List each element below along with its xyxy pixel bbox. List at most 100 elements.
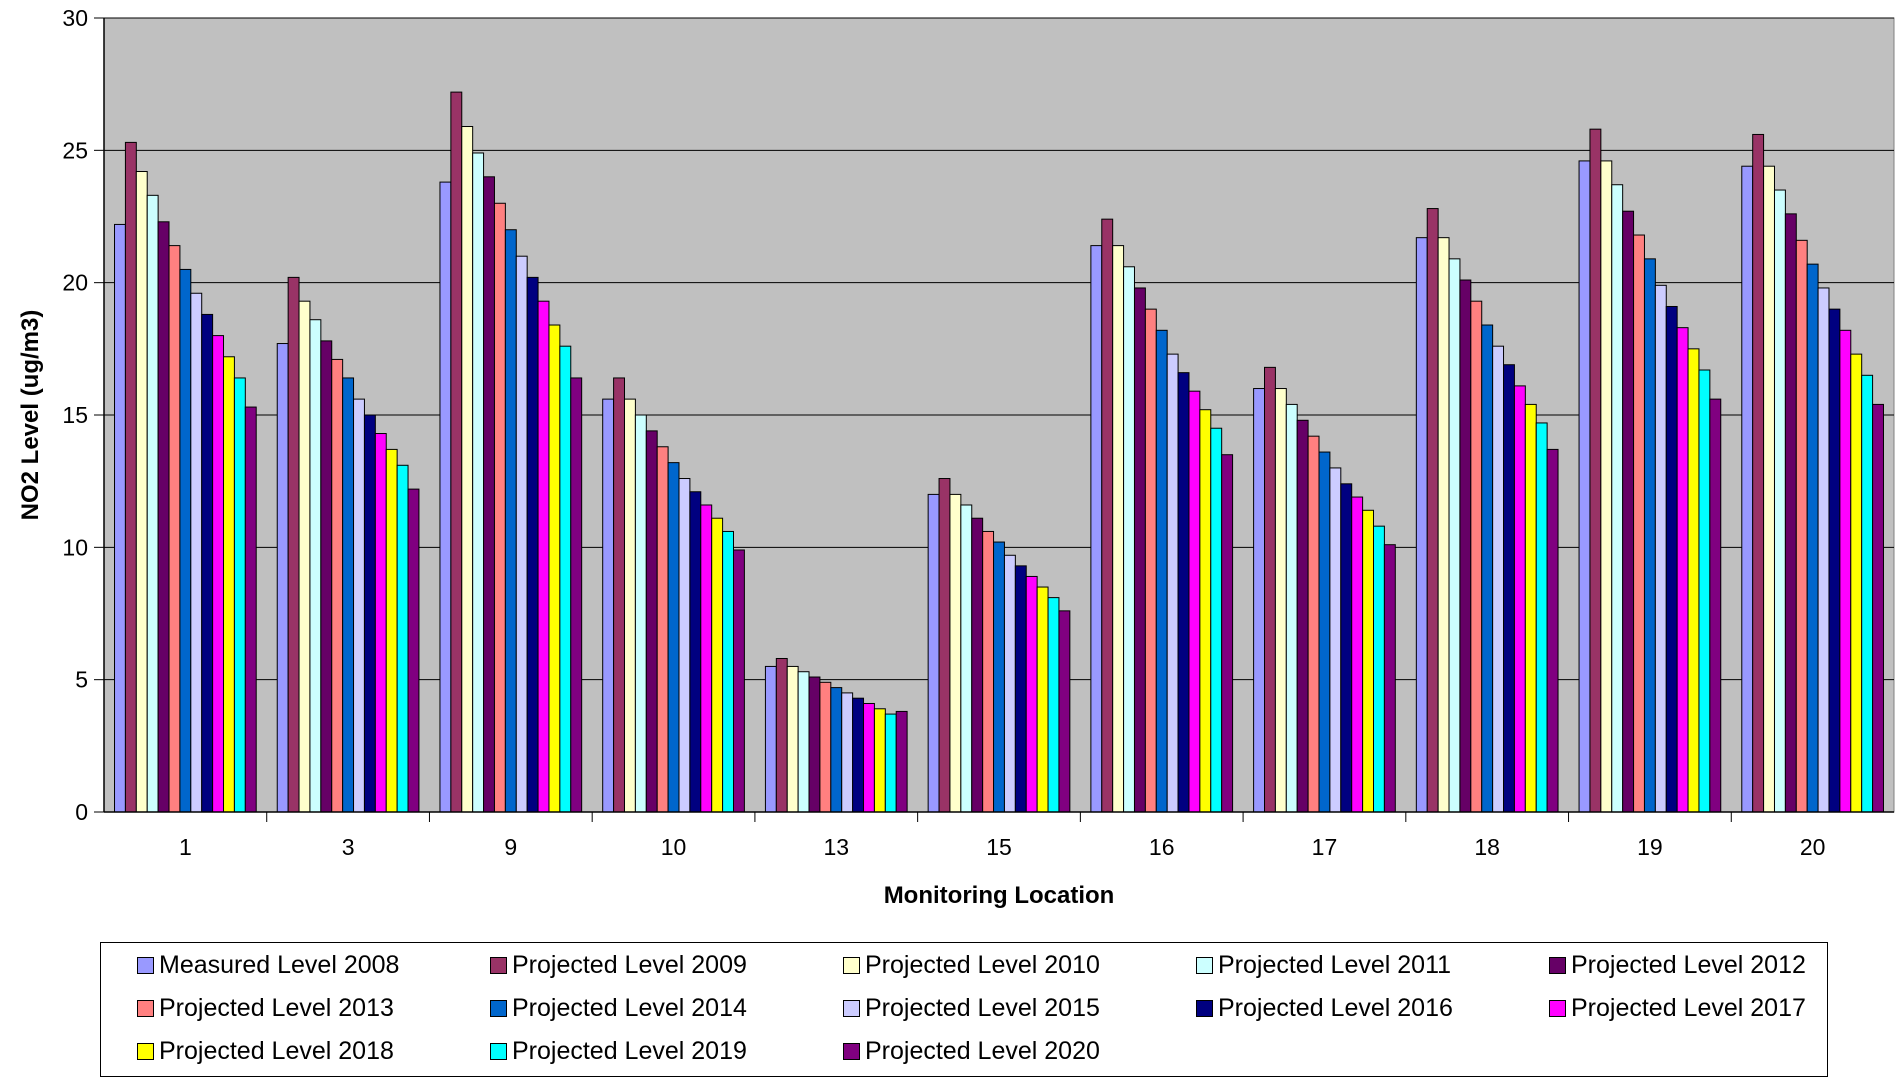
legend-label: Projected Level 2013 xyxy=(159,994,394,1022)
bar xyxy=(1166,353,1179,813)
legend-swatch xyxy=(1196,957,1213,974)
bar xyxy=(537,300,550,813)
bar xyxy=(678,478,691,813)
bar xyxy=(1437,237,1450,813)
bar xyxy=(146,194,159,813)
bar xyxy=(1795,239,1808,813)
bar xyxy=(1264,366,1276,813)
bar xyxy=(1014,565,1027,813)
bar xyxy=(1090,245,1103,813)
bar xyxy=(1199,409,1212,813)
legend-label: Projected Level 2009 xyxy=(512,951,747,979)
bar xyxy=(700,504,713,813)
legend-item: Projected Level 2016 xyxy=(1196,994,1453,1023)
x-tick-label: 17 xyxy=(1312,834,1338,860)
bar xyxy=(1709,398,1722,813)
bar xyxy=(1373,525,1385,813)
bar xyxy=(1524,403,1537,813)
bar xyxy=(1872,403,1884,813)
bar xyxy=(439,181,452,813)
legend-item: Projected Level 2013 xyxy=(137,994,394,1023)
bar xyxy=(1589,128,1602,813)
legend-label: Measured Level 2008 xyxy=(159,951,400,979)
legend-label: Projected Level 2014 xyxy=(512,994,747,1022)
legend-swatch xyxy=(137,1000,154,1017)
bar xyxy=(1850,353,1863,813)
bar xyxy=(775,657,788,813)
bar xyxy=(1221,454,1234,813)
bar xyxy=(1285,403,1298,813)
legend-item: Projected Level 2018 xyxy=(137,1037,394,1066)
x-tick-label: 3 xyxy=(342,834,355,860)
bar xyxy=(852,697,865,813)
bar xyxy=(331,358,344,813)
bar xyxy=(1773,189,1786,813)
bar xyxy=(526,276,539,813)
bar xyxy=(1654,284,1667,813)
bar xyxy=(223,356,235,813)
bar xyxy=(244,406,257,813)
bar xyxy=(1861,374,1874,813)
legend-item: Projected Level 2012 xyxy=(1549,951,1806,980)
legend-swatch xyxy=(843,957,860,974)
y-tick-label: 5 xyxy=(75,667,88,693)
legend-swatch xyxy=(490,1043,507,1060)
legend-swatch xyxy=(137,957,154,974)
bar xyxy=(1274,388,1287,813)
bar xyxy=(515,255,528,813)
bar xyxy=(949,493,962,813)
bar xyxy=(1448,258,1461,813)
bar xyxy=(960,504,973,813)
bar xyxy=(1546,448,1559,813)
legend-label: Projected Level 2018 xyxy=(159,1037,394,1065)
bar xyxy=(1503,364,1515,813)
legend-item: Projected Level 2015 xyxy=(843,994,1100,1023)
x-tick-label: 20 xyxy=(1800,834,1826,860)
bar xyxy=(1133,287,1146,813)
x-tick-label: 10 xyxy=(661,834,687,860)
bar xyxy=(212,335,225,813)
bar xyxy=(1188,390,1201,813)
bar xyxy=(786,665,799,813)
bar xyxy=(1687,348,1700,813)
bar xyxy=(157,221,170,813)
bar xyxy=(407,488,420,813)
bar xyxy=(1698,369,1711,813)
legend-item: Projected Level 2017 xyxy=(1549,994,1806,1023)
bar xyxy=(190,292,203,813)
chart-legend: Measured Level 2008 Projected Level 2009 P… xyxy=(100,942,1828,1077)
x-tick-label: 13 xyxy=(823,834,849,860)
legend-item: Measured Level 2008 xyxy=(137,951,399,980)
bar xyxy=(1253,388,1266,813)
bar xyxy=(1307,435,1320,813)
bar xyxy=(808,676,821,813)
bar xyxy=(353,398,365,813)
bar xyxy=(298,300,311,813)
bar xyxy=(1036,586,1049,813)
bar xyxy=(1426,208,1439,813)
bar xyxy=(1839,329,1852,813)
bar xyxy=(1633,234,1645,813)
legend-swatch xyxy=(490,1000,507,1017)
legend-label: Projected Level 2010 xyxy=(865,951,1100,979)
bar xyxy=(1296,419,1309,813)
bar xyxy=(1362,509,1375,813)
bar xyxy=(276,343,289,813)
bar xyxy=(841,692,854,813)
bar xyxy=(1177,372,1190,813)
bar xyxy=(873,708,886,813)
axes xyxy=(94,17,1894,822)
y-tick-label: 30 xyxy=(62,5,88,31)
bar xyxy=(1752,133,1765,813)
bar xyxy=(656,446,669,813)
x-tick-label: 1 xyxy=(179,834,192,860)
bar xyxy=(1784,213,1797,813)
bar xyxy=(1600,160,1613,813)
bar xyxy=(1578,160,1591,813)
bar xyxy=(201,313,214,813)
bar xyxy=(233,377,246,813)
y-tick-label: 25 xyxy=(62,137,88,163)
bar xyxy=(1492,345,1505,813)
bar xyxy=(1481,324,1494,813)
bar xyxy=(982,530,995,813)
